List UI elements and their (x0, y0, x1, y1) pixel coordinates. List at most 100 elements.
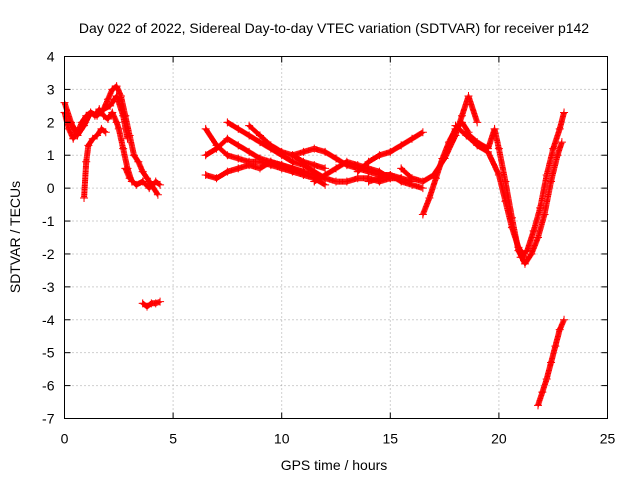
grid (64, 56, 608, 419)
data-point (457, 118, 466, 127)
data-point (153, 190, 162, 199)
data-point (112, 82, 121, 91)
data-point (151, 299, 160, 308)
data-point (321, 147, 330, 156)
data-point (560, 108, 569, 117)
data-point (138, 167, 147, 176)
data-point (536, 203, 545, 212)
data-point (451, 121, 460, 130)
series-arc-4 (99, 82, 162, 199)
y-tick-label: -2 (42, 246, 55, 262)
data-point (386, 147, 395, 156)
series-trace (517, 110, 567, 261)
data-point (99, 105, 108, 114)
data-layer (60, 82, 569, 410)
data-point (201, 170, 210, 179)
data-point (112, 118, 121, 127)
data-point (408, 174, 417, 183)
data-point (342, 177, 351, 186)
data-point (80, 194, 89, 203)
data-point (473, 138, 482, 147)
data-point (234, 154, 243, 163)
data-point (462, 128, 471, 137)
data-point (138, 177, 147, 186)
data-point (93, 131, 102, 140)
y-tick-label: 4 (47, 49, 55, 65)
data-point (332, 177, 340, 186)
data-point (547, 358, 556, 367)
data-point (223, 167, 232, 176)
data-point (138, 299, 147, 308)
data-point (501, 177, 510, 186)
data-point (542, 170, 551, 179)
data-point (397, 164, 406, 173)
data-point (93, 111, 102, 120)
data-point (234, 164, 243, 173)
x-axis-label: GPS time / hours (281, 457, 388, 473)
data-point (88, 134, 97, 143)
data-point (533, 233, 542, 242)
data-point (86, 108, 95, 117)
data-point (156, 180, 165, 189)
data-point (145, 184, 154, 193)
series-arc-6 (138, 297, 165, 311)
data-point (547, 177, 556, 186)
series-arc-5 (121, 164, 165, 193)
data-point (332, 154, 340, 163)
data-point (119, 144, 128, 153)
data-point (143, 302, 152, 311)
data-point (130, 151, 139, 160)
data-point (223, 118, 232, 127)
data-point (288, 151, 297, 160)
data-point (245, 147, 254, 156)
data-point (255, 154, 264, 163)
data-point (540, 210, 549, 219)
y-tick-label: -3 (42, 279, 55, 295)
y-tick-label: 3 (47, 81, 55, 97)
data-point (484, 144, 493, 153)
data-point (555, 325, 564, 334)
y-axis-label: SDTVAR / TECUs (7, 181, 23, 293)
plot-frame (64, 56, 608, 419)
data-point (101, 128, 110, 137)
x-tick-label: 15 (383, 431, 399, 447)
data-point (553, 151, 562, 160)
data-point (514, 246, 523, 255)
data-point (431, 174, 440, 183)
data-point (212, 174, 221, 183)
data-point (97, 124, 106, 133)
data-point (80, 121, 89, 130)
data-point (364, 157, 373, 166)
data-point (310, 144, 319, 153)
data-point (386, 170, 395, 179)
data-point (108, 108, 117, 117)
x-tick-label: 20 (491, 431, 507, 447)
data-point (473, 118, 482, 127)
series-trace (81, 125, 108, 201)
data-point (277, 147, 286, 156)
data-point (310, 177, 319, 186)
data-point (103, 95, 112, 104)
x-tick-label: 10 (274, 431, 290, 447)
data-point (212, 144, 221, 153)
data-point (438, 154, 447, 163)
series-arc-3 (80, 124, 110, 203)
data-point (494, 144, 503, 153)
y-tick-label: 2 (47, 114, 55, 130)
data-point (121, 164, 130, 173)
data-point (538, 388, 547, 397)
data-point (245, 161, 254, 170)
data-point (549, 144, 558, 153)
data-point (408, 134, 417, 143)
series-arc-21 (533, 315, 569, 410)
data-point (397, 141, 406, 150)
data-point (321, 170, 330, 179)
data-point (490, 124, 499, 133)
series-arc-7 (201, 124, 330, 189)
data-point (310, 161, 319, 170)
series-arc-19 (462, 124, 566, 268)
data-point (464, 91, 473, 100)
y-tick-label: -1 (42, 213, 55, 229)
